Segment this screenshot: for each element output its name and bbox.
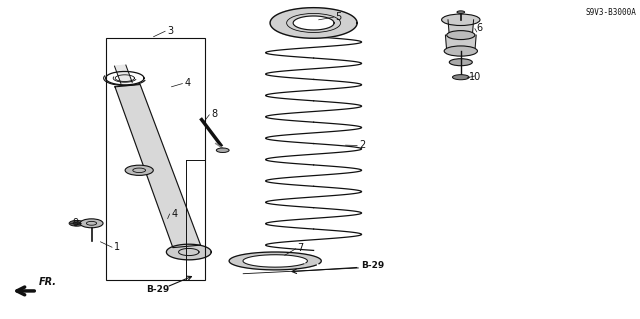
Polygon shape: [115, 85, 200, 248]
Text: 3: 3: [168, 26, 174, 36]
Text: 6: 6: [477, 23, 483, 33]
Text: 1: 1: [114, 242, 120, 252]
Polygon shape: [445, 35, 476, 51]
Polygon shape: [448, 20, 474, 35]
Text: 10: 10: [469, 72, 481, 82]
Ellipse shape: [444, 46, 477, 56]
Ellipse shape: [457, 11, 465, 13]
Ellipse shape: [80, 219, 103, 228]
Polygon shape: [166, 244, 211, 260]
Ellipse shape: [447, 31, 475, 40]
Ellipse shape: [449, 59, 472, 66]
Ellipse shape: [452, 75, 469, 80]
Text: 2: 2: [360, 140, 366, 150]
Text: 5: 5: [335, 11, 342, 22]
Polygon shape: [229, 252, 321, 270]
Text: B-29: B-29: [361, 261, 384, 270]
Ellipse shape: [69, 220, 84, 226]
Ellipse shape: [216, 148, 229, 152]
Polygon shape: [115, 65, 132, 83]
Text: 4: 4: [172, 209, 178, 219]
Text: 9: 9: [72, 218, 79, 228]
Text: B-29: B-29: [146, 285, 169, 294]
Text: 7: 7: [298, 243, 304, 253]
Text: FR.: FR.: [38, 277, 56, 287]
Ellipse shape: [125, 165, 153, 175]
Text: 4: 4: [184, 78, 191, 88]
Ellipse shape: [442, 14, 480, 26]
Text: S9V3-B3000A: S9V3-B3000A: [586, 8, 637, 17]
Bar: [106, 38, 205, 280]
Text: 8: 8: [211, 109, 218, 119]
Polygon shape: [270, 8, 357, 38]
